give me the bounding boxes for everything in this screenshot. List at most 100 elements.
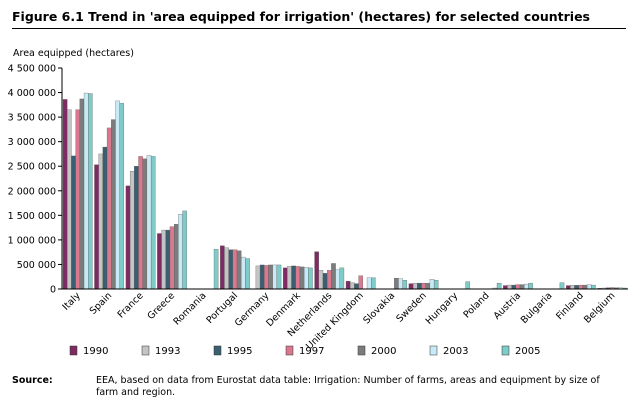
x-tick-label: Spain <box>88 290 115 317</box>
title-rule <box>12 28 626 29</box>
bar <box>111 119 116 290</box>
bar <box>578 284 584 290</box>
bar <box>429 279 435 290</box>
bar <box>299 266 305 290</box>
bar <box>178 214 183 290</box>
legend-swatch <box>285 345 294 356</box>
bar <box>402 280 408 290</box>
bar <box>272 264 278 290</box>
bar <box>515 284 521 290</box>
bar <box>350 282 355 290</box>
bar-group-austria <box>503 282 533 290</box>
bar <box>102 146 108 290</box>
bar <box>264 265 269 290</box>
bar-group-france <box>125 155 156 290</box>
bar-group-united-kingdom <box>345 275 376 290</box>
bar <box>295 266 301 290</box>
legend-item: 2000 <box>357 345 396 357</box>
legend-label: 1990 <box>83 346 108 357</box>
x-axis: Italy Spain France GreeceRomaniaPortugalGer… <box>60 288 628 352</box>
bar-group-hungary <box>465 281 470 290</box>
x-tick-label: Austria <box>492 290 524 322</box>
bar <box>496 282 502 290</box>
bar <box>259 264 265 290</box>
bar <box>339 267 345 290</box>
legend-swatch <box>501 345 510 356</box>
bar <box>94 164 99 290</box>
x-tick-label: Slovakia <box>361 290 397 326</box>
bar <box>366 277 372 290</box>
bar <box>71 155 76 290</box>
bar <box>322 273 328 290</box>
bar-group-netherlands <box>314 251 345 290</box>
bar-group-spain <box>94 100 125 290</box>
y-tick-label: 500 000 <box>17 260 56 271</box>
bar <box>129 170 135 290</box>
bar <box>67 109 72 290</box>
bar <box>511 284 516 290</box>
bar <box>345 280 351 290</box>
bar <box>308 267 313 290</box>
bar <box>228 249 233 290</box>
bar <box>524 283 529 290</box>
bar-group-portugal <box>220 245 250 290</box>
bar <box>394 278 399 290</box>
bar <box>255 265 261 290</box>
bar <box>570 285 575 290</box>
bar <box>519 284 525 290</box>
bar-group-finland <box>565 284 596 290</box>
bar <box>503 285 508 290</box>
bar-group-sweden <box>408 279 439 290</box>
bar <box>412 282 418 290</box>
bar <box>62 99 68 290</box>
bar <box>574 285 579 290</box>
bar-group-romania <box>213 249 219 290</box>
legend: 1990 1993 1995 1997 2000 2003 2005 <box>69 345 540 357</box>
bar <box>268 264 273 290</box>
source-text: EEA, based on data from Eurostat data ta… <box>96 375 600 398</box>
bar <box>79 98 85 290</box>
bar <box>245 258 250 290</box>
legend-item: 1993 <box>141 345 180 357</box>
bar <box>169 226 175 290</box>
y-tick-label: 2 500 000 <box>8 162 56 173</box>
y-tick-label: 1 000 000 <box>8 235 56 246</box>
bar-group-bulgaria <box>559 282 565 290</box>
x-tick-label: Greece <box>145 290 177 322</box>
legend-label: 2005 <box>515 346 540 357</box>
bar <box>276 264 282 290</box>
bar <box>417 282 422 290</box>
bar <box>134 166 139 290</box>
bar <box>582 284 588 290</box>
bar <box>303 267 309 290</box>
bar-chart: Area equipped (hectares) 0 500 000 1 000 0… <box>8 48 628 357</box>
bar <box>88 93 93 290</box>
bar-group-germany <box>255 264 282 290</box>
legend-item: 1990 <box>69 345 108 357</box>
bar-group-italy <box>62 92 93 290</box>
legend-swatch <box>357 345 366 356</box>
bar-group-slovakia <box>394 278 408 290</box>
bar <box>115 100 120 290</box>
bar <box>165 229 171 290</box>
legend-swatch <box>141 345 150 356</box>
legend-label: 2003 <box>443 346 468 357</box>
legend-swatch <box>429 345 438 356</box>
bar <box>98 153 104 290</box>
bar <box>327 270 332 290</box>
bar <box>125 185 131 290</box>
bar <box>75 109 80 290</box>
bar <box>282 267 288 290</box>
bar <box>291 265 296 290</box>
bar <box>507 284 512 290</box>
y-tick-label: 3 500 000 <box>8 113 56 124</box>
legend-label: 1993 <box>155 346 180 357</box>
y-tick-label: 4 000 000 <box>8 88 56 99</box>
bar <box>528 282 533 290</box>
bar-group-poland <box>492 282 502 290</box>
y-axis: 0 500 000 1 000 000 1 500 000 2 000 000 2 500… <box>8 64 63 296</box>
bar-group-denmark <box>282 265 313 290</box>
y-tick-label: 0 <box>50 285 56 296</box>
bar <box>174 224 179 290</box>
bar <box>565 285 571 290</box>
